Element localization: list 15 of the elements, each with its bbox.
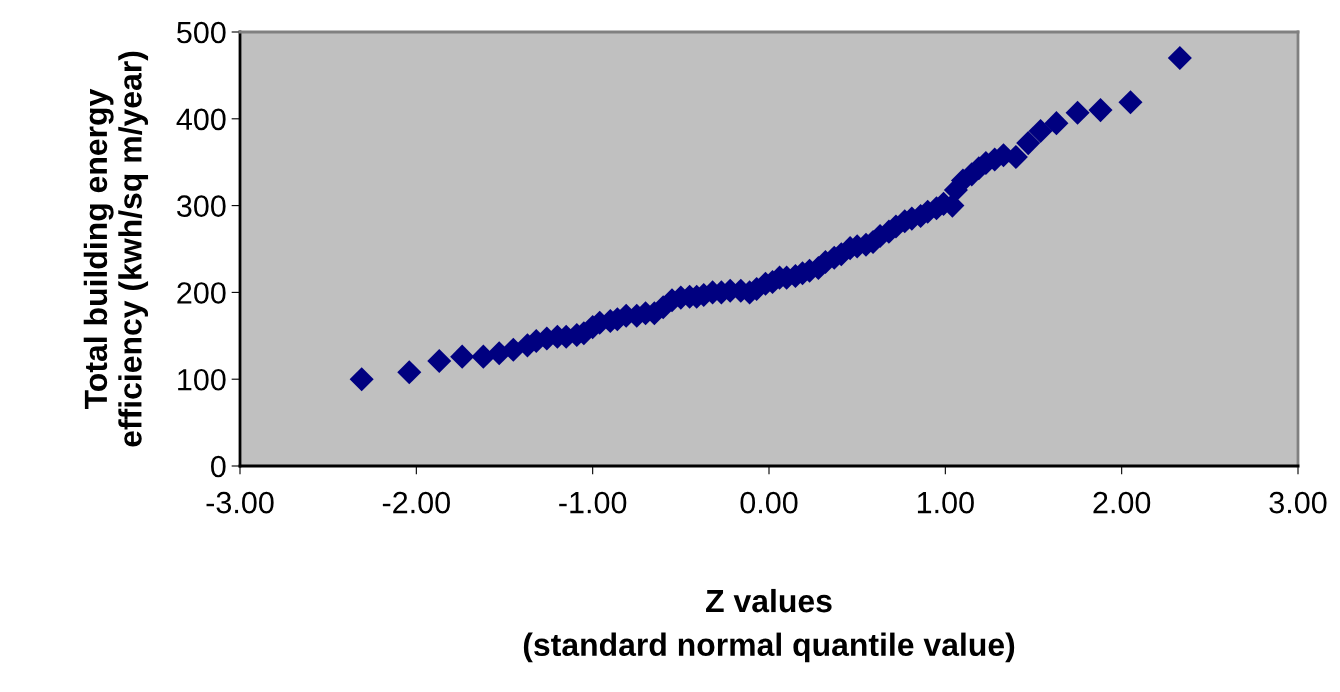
x-tick-label: -1.00 <box>559 491 627 514</box>
y-tick-label: 0 <box>211 455 226 478</box>
x-tick-label: 0.00 <box>740 491 798 514</box>
x-tick-label: -2.00 <box>382 491 450 514</box>
y-tick-label: 200 <box>177 282 226 304</box>
y-tick-label: 400 <box>176 108 226 131</box>
x-tick-label: 2.00 <box>1093 491 1151 514</box>
x-tick-label: 1.00 <box>917 491 974 514</box>
y-tick-label: 100 <box>178 368 226 391</box>
x-tick-label: -3.00 <box>206 491 274 514</box>
y-axis-title: Total building energy efficiency (kwh/sq m/year) <box>83 51 149 447</box>
x-axis-title: Z values (standard normal quantile value) <box>523 588 1015 663</box>
y-tick-label: 500 <box>177 21 226 44</box>
x-tick-label: 3.00 <box>1269 491 1327 514</box>
y-tick-label: 300 <box>177 195 226 217</box>
